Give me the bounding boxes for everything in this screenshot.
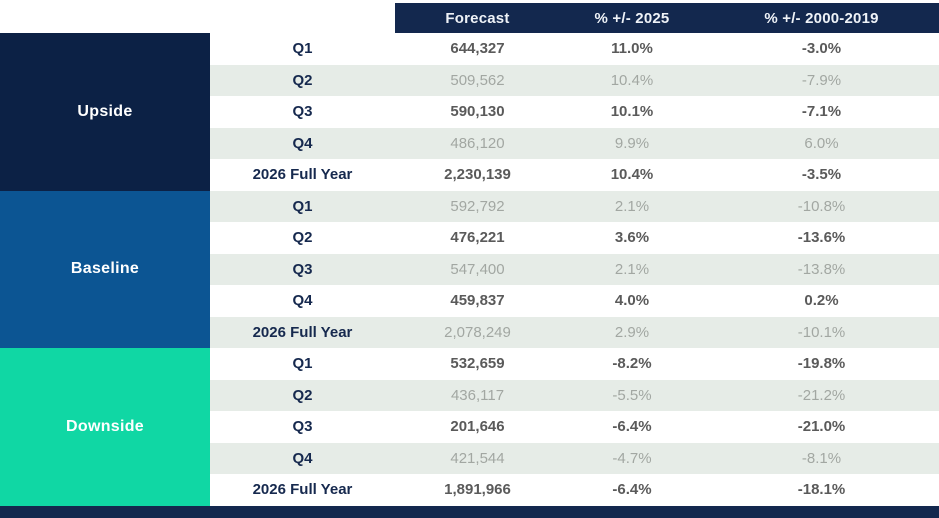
period-label: 2026 Full Year [252,323,353,341]
pct-vs-2025-value: -4.7% [612,449,652,467]
pct-vs-2025-value: 2.1% [614,260,650,278]
table-rows: Q1 644,327 11.0% -3.0% Q2 509,562 10.4% … [210,33,939,506]
scenario-label-downside: Downside [0,348,210,506]
pct-vs-2025-value: -5.5% [612,386,652,404]
table-body: Upside Baseline Downside Q1 644,327 11.0… [0,33,939,506]
pct-vs-2000-2019-value: -3.0% [801,40,842,58]
pct-vs-2025-value: 4.0% [614,292,650,310]
period-label: Q3 [292,260,313,278]
scenario-sidebar: Upside Baseline Downside [0,33,210,506]
period-label: Q1 [292,40,313,58]
table-header-row: Forecast % +/- 2025 % +/- 2000-2019 [0,0,939,33]
forecast-value: 421,544 [450,449,505,467]
forecast-value: 459,837 [450,292,505,310]
pct-vs-2025-value: -8.2% [612,355,652,373]
pct-vs-2025-value: 10.4% [610,71,654,89]
pct-vs-2025-value: 2.1% [614,197,650,215]
pct-vs-2000-2019-value: -13.8% [797,260,846,278]
pct-vs-2000-2019-value: -7.1% [801,103,842,121]
table-row: Q3 201,646 -6.4% -21.0% [210,411,939,443]
table-row: Q1 644,327 11.0% -3.0% [210,33,939,65]
period-label: Q1 [292,355,313,373]
forecast-value: 486,120 [450,134,505,152]
column-header-bar: Forecast % +/- 2025 % +/- 2000-2019 [395,3,939,33]
pct-vs-2000-2019-value: -18.1% [797,481,846,499]
pct-vs-2000-2019-value: -8.1% [801,449,842,467]
pct-vs-2000-2019-value: -21.0% [797,418,846,436]
table-row: Q4 459,837 4.0% 0.2% [210,285,939,317]
column-header-forecast: Forecast [445,9,510,27]
period-label: Q4 [292,292,313,310]
forecast-value: 476,221 [450,229,505,247]
pct-vs-2000-2019-value: -3.5% [801,166,842,184]
column-header-pct-vs-2000-2019: % +/- 2000-2019 [764,9,879,27]
scenario-label-baseline: Baseline [0,190,210,348]
forecast-value: 592,792 [450,197,505,215]
table-row-full-year: 2026 Full Year 2,230,139 10.4% -3.5% [210,159,939,191]
forecast-value: 644,327 [450,40,505,58]
period-label: Q3 [292,103,313,121]
pct-vs-2000-2019-value: -13.6% [797,229,846,247]
forecast-value: 509,562 [450,71,505,89]
table-row-full-year: 2026 Full Year 2,078,249 2.9% -10.1% [210,316,939,348]
pct-vs-2025-value: 9.9% [614,134,650,152]
table-row: Q2 476,221 3.6% -13.6% [210,222,939,254]
table-row: Q3 547,400 2.1% -13.8% [210,253,939,285]
period-label: 2026 Full Year [252,481,353,499]
pct-vs-2000-2019-value: -7.9% [801,71,842,89]
period-label: Q4 [292,449,313,467]
period-label: Q2 [292,71,313,89]
table-row-full-year: 2026 Full Year 1,891,966 -6.4% -18.1% [210,474,939,506]
pct-vs-2000-2019-value: -10.8% [797,197,846,215]
pct-vs-2000-2019-value: -10.1% [797,323,846,341]
scenario-label-text: Downside [66,417,144,435]
period-label: Q3 [292,418,313,436]
table-row: Q2 509,562 10.4% -7.9% [210,64,939,96]
scenario-label-text: Baseline [70,260,140,278]
forecast-value: 436,117 [450,386,505,404]
period-label: Q2 [292,229,313,247]
pct-vs-2025-value: -6.4% [612,481,652,499]
table-row: Q2 436,117 -5.5% -21.2% [210,379,939,411]
table-row: Q1 592,792 2.1% -10.8% [210,190,939,222]
forecast-value: 532,659 [450,355,505,373]
forecast-value: 590,130 [450,103,505,121]
forecast-value: 1,891,966 [444,481,511,499]
pct-vs-2025-value: 2.9% [614,323,650,341]
pct-vs-2025-value: 10.1% [610,103,654,121]
table-row: Q1 532,659 -8.2% -19.8% [210,348,939,380]
forecast-value: 201,646 [450,418,505,436]
bottom-accent-bar [0,505,939,518]
forecast-value: 2,230,139 [444,166,511,184]
pct-vs-2000-2019-value: -19.8% [797,355,846,373]
period-label: 2026 Full Year [252,166,353,184]
period-label: Q1 [292,197,313,215]
pct-vs-2000-2019-value: -21.2% [797,386,846,404]
scenario-label-upside: Upside [0,33,210,191]
pct-vs-2025-value: 3.6% [614,229,650,247]
header-spacer [0,0,395,33]
table-row: Q4 486,120 9.9% 6.0% [210,127,939,159]
table-row: Q4 421,544 -4.7% -8.1% [210,442,939,474]
forecast-value: 2,078,249 [444,323,511,341]
forecast-value: 547,400 [450,260,505,278]
pct-vs-2000-2019-value: 0.2% [804,292,839,310]
pct-vs-2000-2019-value: 6.0% [804,134,839,152]
period-label: Q2 [292,386,313,404]
pct-vs-2025-value: 11.0% [611,40,653,58]
scenario-label-text: Upside [77,102,133,120]
pct-vs-2025-value: -6.4% [612,418,652,436]
pct-vs-2025-value: 10.4% [610,166,654,184]
column-header-pct-vs-2025: % +/- 2025 [594,9,670,27]
table-row: Q3 590,130 10.1% -7.1% [210,96,939,128]
period-label: Q4 [292,134,313,152]
